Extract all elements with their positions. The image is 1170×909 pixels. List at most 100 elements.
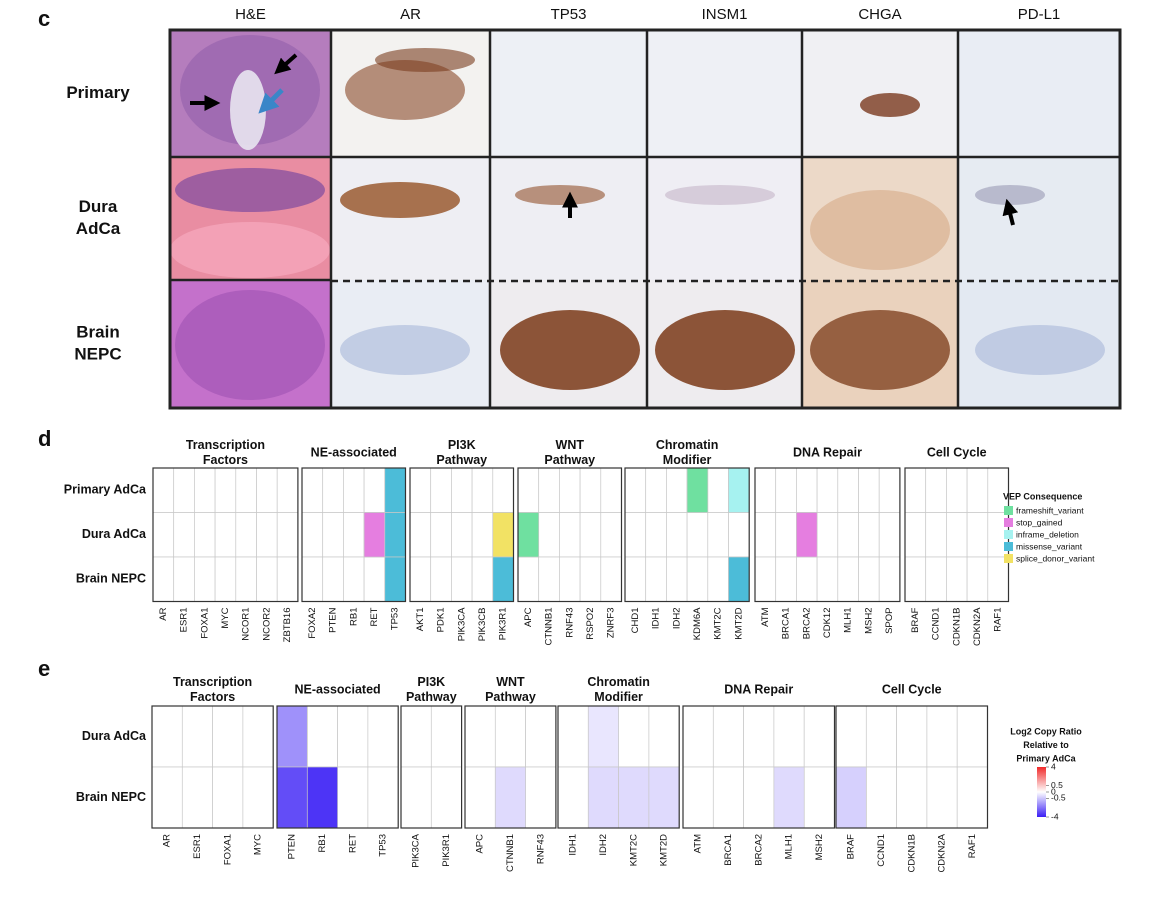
cell [151,705,183,768]
colorbar-tick-label: -4 [1051,811,1059,821]
panel-d: d Primary AdCa Dura AdCa Brain NEPC Transcri… [38,426,1095,646]
arrow [1002,198,1019,226]
group-header: PI3K [417,675,445,689]
cell [242,705,274,768]
cell [301,556,324,602]
gene-label: PIK3CA [456,607,467,641]
cell [557,766,589,829]
cell [896,766,928,829]
tissue-image [490,157,647,280]
cell [816,556,839,602]
group-header: Pathway [406,690,457,704]
gene-label: CDKN1B [951,608,962,647]
cell [896,705,928,768]
gene-label: RAF1 [967,834,978,858]
column-header: AR [400,6,421,23]
group-header: Pathway [436,453,487,467]
cell [987,556,1009,602]
cell [173,556,195,602]
annotations [190,53,1120,283]
cell [865,705,897,768]
gene-label: PIK3CA [411,833,422,867]
group-header: Modifier [663,453,712,467]
gene-label: BRCA2 [753,834,764,866]
cell [878,467,901,513]
cell [707,512,729,558]
cell [946,556,968,602]
cell [925,556,947,602]
cell [173,512,195,558]
tissue-image [331,157,490,280]
gene-label: PTEN [287,834,298,859]
cell [337,766,369,829]
legend-title: VEP Consequence [1003,491,1082,501]
heat-cell [618,766,650,829]
cell [666,512,688,558]
tissue [515,185,605,205]
heat-cell [384,556,406,602]
row-label: Primary AdCa [64,483,147,497]
tissue [860,93,920,117]
colorbar-tick-label: 0 [1051,786,1056,796]
cell [682,705,714,768]
cell [956,766,988,829]
row-label: Dura AdCa [82,729,147,743]
gene-label: RNF43 [535,834,546,864]
gene-label: AR [162,834,173,847]
cell [492,467,514,513]
cell [743,705,775,768]
cell [430,467,452,513]
gene-label: MSH2 [814,834,825,860]
gene-label: CDKN1B [906,834,917,873]
cell [966,512,989,558]
tissue-image [802,30,958,157]
group-header: Transcription [173,675,252,689]
colorbar-tick-label: 4 [1051,761,1056,771]
cell [858,467,880,513]
tissue-image [802,157,958,280]
cell [579,512,602,558]
cell [966,556,989,602]
tissue-image [958,30,1120,157]
cell [926,766,958,829]
group-header: Modifier [594,690,643,704]
gene-label: ESR1 [192,834,203,859]
gene-label: RAF1 [993,608,1004,632]
cell [904,556,927,602]
gene-label: CCND1 [931,608,942,641]
cell [816,512,839,558]
cell [618,705,650,768]
row-label: NEPC [74,344,121,363]
tissue [375,48,475,72]
group-box [152,467,299,603]
cell [858,512,880,558]
gene-label: TP53 [390,608,401,631]
group-header: Factors [190,690,235,704]
heat-cell [773,766,805,829]
cell [666,467,688,513]
group-box [754,467,901,603]
tissue [810,190,950,270]
group-header: Pathway [485,690,536,704]
group-box [835,705,989,829]
cell [645,512,667,558]
gene-label: IDH1 [568,834,579,856]
colorbar [1037,767,1046,817]
cell [214,556,237,602]
tissue [500,310,640,390]
group-header: Factors [203,453,248,467]
cell [151,766,183,829]
cell [835,705,867,768]
tissue [810,310,950,390]
column-header: PD-L1 [1018,6,1061,23]
legend-label: splice_donor_variant [1016,553,1095,563]
cell [212,705,244,768]
heat-cell [494,766,526,829]
cell [276,556,299,602]
heat-cell [276,705,308,768]
gene-label: CCND1 [876,834,887,867]
legend-title: Relative to [1023,740,1069,750]
cell [579,467,602,513]
cell [471,512,494,558]
colorbar-tick-label: 0.5 [1051,780,1063,790]
